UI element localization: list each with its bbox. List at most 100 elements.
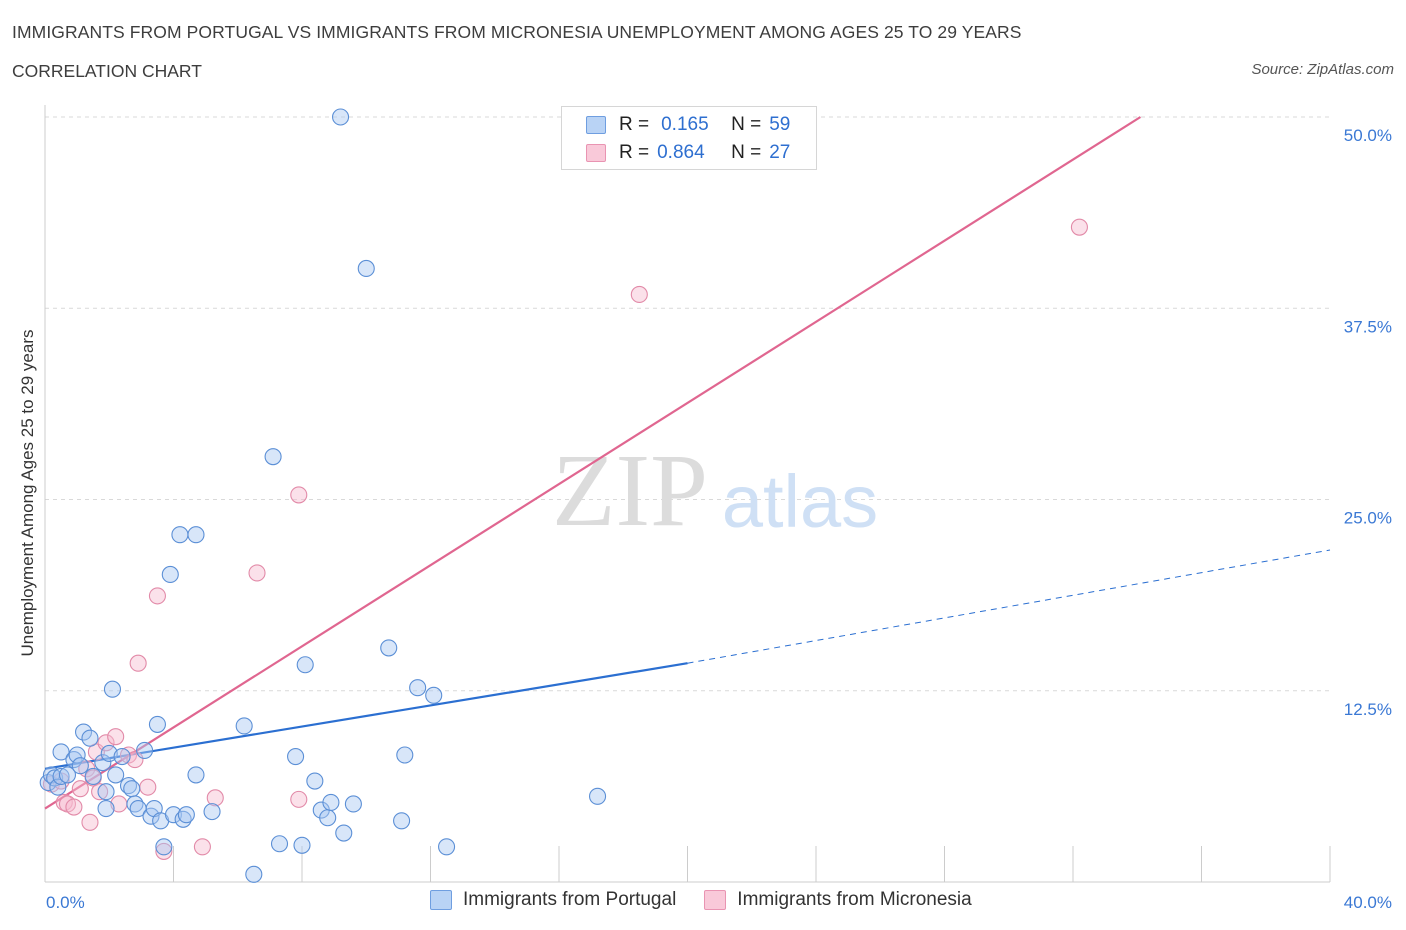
legend-r-label: R = <box>619 114 650 135</box>
point-portugal <box>264 448 282 466</box>
point-portugal <box>161 565 179 584</box>
legend-swatch-portugal <box>586 116 606 134</box>
legend-n-value: 27 <box>769 142 791 163</box>
tick-labels: 12.5% 25.0% 37.5% 50.0% 0.0% 40.0% <box>46 126 1392 912</box>
point-portugal <box>319 809 337 827</box>
point-micronesia <box>290 486 308 504</box>
point-portugal <box>81 729 99 747</box>
point-portugal <box>306 772 324 790</box>
point-portugal <box>293 836 311 854</box>
point-portugal <box>107 766 125 784</box>
watermark-zip: ZIP <box>552 433 708 548</box>
series-label-micronesia: Immigrants from Micronesia <box>737 889 972 910</box>
point-portugal <box>409 679 427 697</box>
point-portugal <box>71 757 89 775</box>
point-portugal <box>52 743 70 761</box>
point-micronesia <box>155 842 173 860</box>
series-legend-portugal: Immigrants from Portugal <box>430 889 676 911</box>
point-portugal <box>270 835 289 853</box>
point-portugal <box>155 838 173 856</box>
x-tick-label: 40.0% <box>1344 893 1392 912</box>
point-portugal <box>126 795 144 813</box>
point-micronesia <box>630 285 648 304</box>
point-portugal <box>164 806 183 824</box>
point-portugal <box>148 715 166 733</box>
y-tick-label: 50.0% <box>1344 126 1392 145</box>
legend-r-label: R = <box>619 142 650 163</box>
point-micronesia <box>97 734 115 752</box>
trend-line-micronesia <box>44 116 1142 810</box>
point-portugal <box>68 746 86 764</box>
point-portugal <box>438 838 456 856</box>
watermark: ZIP atlas <box>552 433 878 548</box>
point-portugal <box>322 793 340 811</box>
axes <box>44 105 1331 883</box>
point-portugal <box>174 810 192 828</box>
point-portugal <box>84 767 102 785</box>
point-portugal <box>65 751 83 769</box>
legend-n-value: 59 <box>769 114 791 135</box>
legend-n-label: N = <box>731 114 762 135</box>
chart-title: IMMIGRANTS FROM PORTUGAL VS IMMIGRANTS F… <box>12 22 1022 42</box>
point-portugal <box>396 746 414 764</box>
point-portugal <box>296 656 314 674</box>
point-portugal <box>245 865 263 883</box>
point-portugal <box>94 754 112 772</box>
point-micronesia <box>91 783 109 801</box>
series-legend: Immigrants from Portugal Immigrants from… <box>430 889 1000 911</box>
point-portugal <box>187 766 205 784</box>
point-micronesia <box>71 780 89 798</box>
x-tick-label: 0.0% <box>46 893 85 912</box>
point-portugal <box>588 787 607 805</box>
stats-legend: R = 0.165 N = 59 R = 0.864 N = 27 <box>561 106 817 170</box>
point-portugal <box>331 108 350 126</box>
y-axis-title: Unemployment Among Ages 25 to 29 years <box>18 329 37 657</box>
point-portugal <box>123 780 141 798</box>
legend-swatch-micronesia <box>586 144 606 162</box>
watermark-atlas: atlas <box>722 460 878 543</box>
point-portugal <box>100 744 118 763</box>
point-micronesia <box>139 778 157 796</box>
point-portugal <box>75 723 93 741</box>
series-swatch-portugal <box>430 890 452 910</box>
point-portugal <box>177 806 195 824</box>
data-points <box>39 108 1088 883</box>
y-tick-label: 12.5% <box>1344 700 1392 719</box>
point-portugal <box>97 800 115 818</box>
point-portugal <box>46 769 64 787</box>
point-portugal <box>171 526 189 544</box>
point-micronesia <box>107 728 125 746</box>
point-portugal <box>49 778 67 796</box>
point-micronesia <box>148 587 166 605</box>
point-portugal <box>97 783 115 801</box>
point-portugal <box>357 259 375 278</box>
point-portugal <box>344 795 362 813</box>
chart-subtitle: CORRELATION CHART <box>12 61 202 81</box>
point-portugal <box>287 747 305 766</box>
point-portugal <box>52 767 70 785</box>
y-tick-label: 25.0% <box>1344 509 1392 528</box>
point-micronesia <box>290 790 308 808</box>
legend-n-label: N = <box>731 142 762 163</box>
point-micronesia <box>1070 218 1088 236</box>
point-portugal <box>187 526 205 544</box>
point-micronesia <box>65 798 83 816</box>
point-portugal <box>58 766 77 784</box>
trend-line-portugal-extension <box>687 549 1331 664</box>
series-legend-micronesia: Immigrants from Micronesia <box>704 889 972 911</box>
point-micronesia <box>81 813 99 831</box>
y-tick-label: 37.5% <box>1344 317 1392 336</box>
point-portugal <box>393 812 411 830</box>
point-portugal <box>103 680 122 698</box>
point-micronesia <box>248 564 266 582</box>
legend-row-micronesia: R = 0.864 N = 27 <box>586 141 790 165</box>
point-portugal <box>136 741 154 759</box>
legend-r-value: 0.165 <box>661 114 709 135</box>
point-portugal <box>235 717 253 735</box>
point-portugal <box>380 639 398 657</box>
point-micronesia <box>206 789 224 807</box>
source-label: Source: ZipAtlas.com <box>1251 61 1394 78</box>
point-portugal <box>119 777 138 795</box>
series-label-portugal: Immigrants from Portugal <box>463 889 677 910</box>
